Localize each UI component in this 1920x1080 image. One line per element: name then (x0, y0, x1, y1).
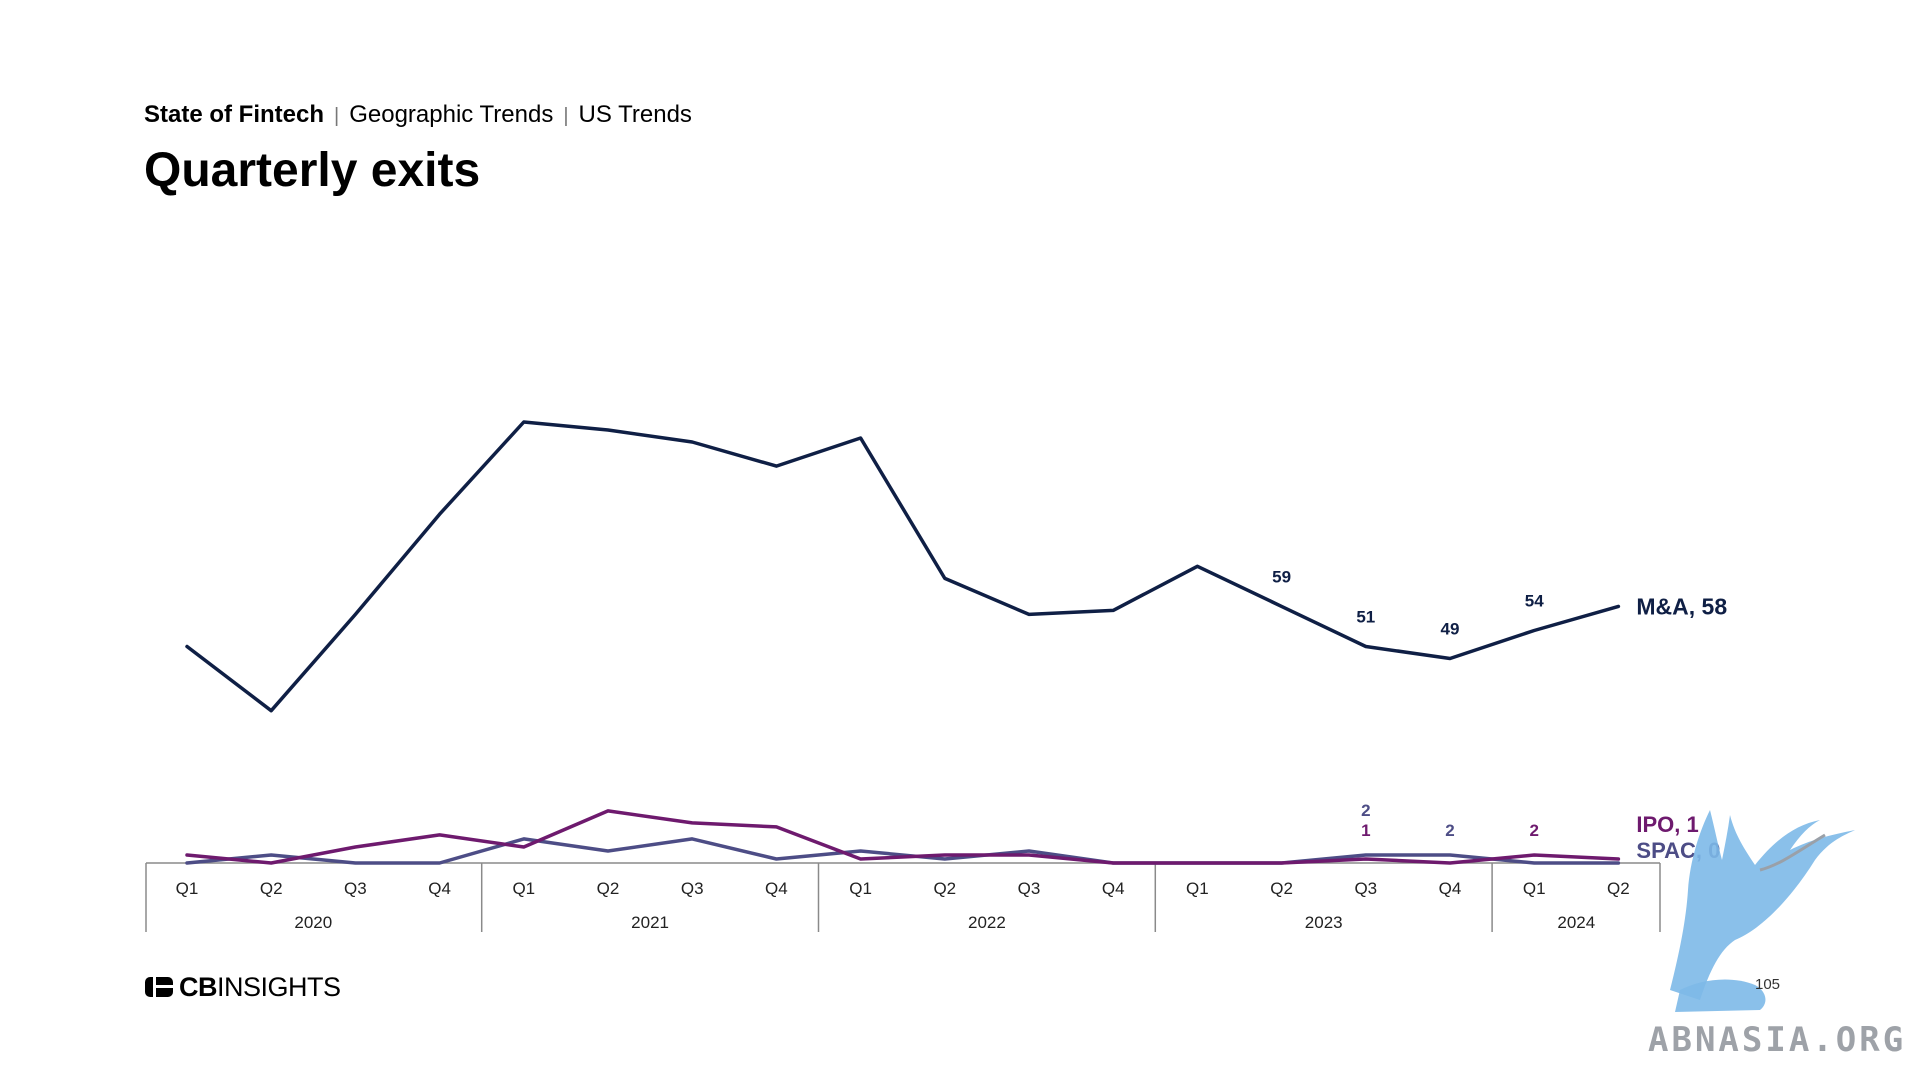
x-tick-label: Q4 (1439, 879, 1462, 898)
x-year-label: 2024 (1557, 913, 1595, 932)
x-tick-label: Q2 (1607, 879, 1630, 898)
data-label: 2 (1445, 821, 1454, 840)
data-label: 49 (1441, 620, 1460, 639)
data-label: 2 (1529, 821, 1538, 840)
page-title: Quarterly exits (144, 144, 481, 197)
x-tick-label: Q4 (1102, 879, 1125, 898)
x-tick-label: Q2 (597, 879, 620, 898)
breadcrumb-item-state-of-fintech: State of Fintech (144, 101, 325, 128)
data-label: 1 (1361, 821, 1370, 840)
data-label: 2 (1361, 801, 1370, 820)
x-year-label: 2023 (1305, 913, 1343, 932)
series-line-ma (185, 420, 1621, 713)
x-year-label: 2020 (294, 913, 332, 932)
x-tick-label: Q4 (428, 879, 451, 898)
x-tick-label: Q3 (344, 879, 367, 898)
x-tick-label: Q1 (1186, 879, 1209, 898)
x-tick-label: Q2 (260, 879, 283, 898)
data-label: 51 (1356, 608, 1375, 627)
breadcrumb-separator: | (334, 105, 340, 127)
cb-insights-logo-icon (145, 977, 173, 997)
x-tick-label: Q3 (1354, 879, 1377, 898)
data-label: 59 (1272, 567, 1291, 586)
x-tick-label: Q1 (176, 879, 199, 898)
x-tick-label: Q2 (933, 879, 956, 898)
x-tick-label: Q3 (1018, 879, 1041, 898)
breadcrumb-item-us-trends: US Trends (578, 101, 692, 128)
breadcrumb-separator: | (563, 105, 569, 127)
cb-insights-logo-text: CBINSIGHTS (179, 972, 341, 1002)
data-label: 54 (1525, 591, 1544, 610)
series-line-ipo (185, 809, 1621, 865)
x-tick-label: Q1 (1523, 879, 1546, 898)
x-tick-label: Q1 (512, 879, 535, 898)
x-tick-label: Q1 (849, 879, 872, 898)
series-end-label: M&A, 58 (1636, 593, 1727, 619)
x-tick-label: Q2 (1270, 879, 1293, 898)
x-year-label: 2022 (968, 913, 1006, 932)
page-number: 105 (1755, 976, 1781, 993)
cb-insights-logo: CBINSIGHTS (145, 972, 341, 1002)
breadcrumb: State of Fintech | Geographic Trends | US Tr… (144, 100, 692, 131)
griffin-watermark-icon (1670, 810, 1855, 1012)
series-end-label: IPO, 1 (1636, 812, 1698, 837)
x-tick-label: Q4 (765, 879, 788, 898)
abnasia-watermark-text: ABNASIA.ORG (1648, 1020, 1907, 1060)
breadcrumb-item-geographic-trends: Geographic Trends (349, 101, 554, 128)
x-tick-label: Q3 (681, 879, 704, 898)
x-year-label: 2021 (631, 913, 669, 932)
series-line-spac (185, 837, 1621, 865)
